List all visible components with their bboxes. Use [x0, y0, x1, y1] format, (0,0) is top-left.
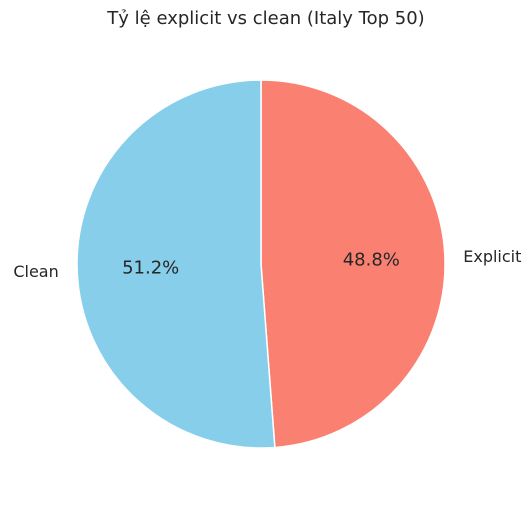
pie-labels: 48.8% Explicit 51.2% Clean: [13, 247, 521, 281]
pie-category-label-explicit: Explicit: [463, 247, 521, 266]
pie-wedges: [76, 79, 446, 449]
pie-category-label-clean: Clean: [13, 262, 58, 281]
pie-pct-label-clean: 51.2%: [122, 258, 179, 279]
pie-slice-explicit: [260, 79, 446, 449]
chart-title: Tỷ lệ explicit vs clean (Italy Top 50): [107, 8, 425, 29]
pie-pct-label-explicit: 48.8%: [343, 249, 400, 270]
pie-slice-clean: [76, 79, 276, 449]
